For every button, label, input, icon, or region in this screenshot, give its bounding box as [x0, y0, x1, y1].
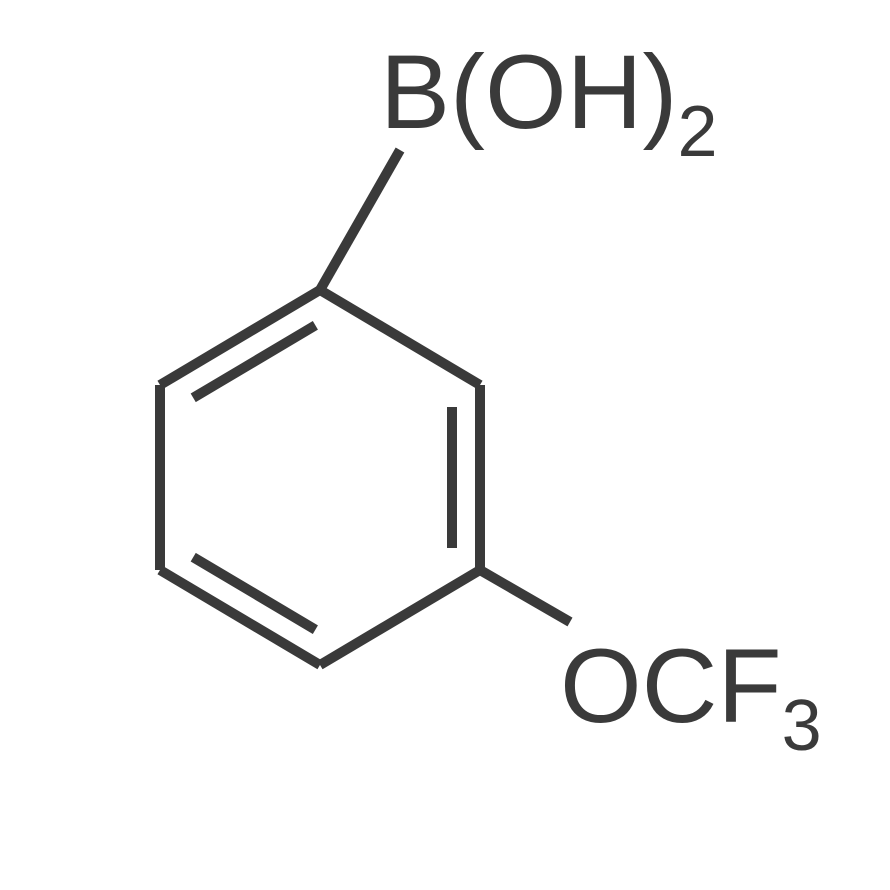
substituent-label-0: B(OH)2	[380, 34, 718, 172]
ring-bond-0	[320, 290, 480, 385]
chemical-structure-diagram: B(OH)2 OCF3	[0, 0, 890, 890]
substituent-label-1: OCF3	[560, 628, 822, 766]
substituent-bond-1	[480, 570, 570, 622]
ring-bond-2	[320, 570, 480, 665]
ring-bond-3-inner	[193, 557, 315, 630]
ring-bond-5-inner	[193, 325, 315, 398]
substituent-bond-0	[320, 150, 400, 290]
